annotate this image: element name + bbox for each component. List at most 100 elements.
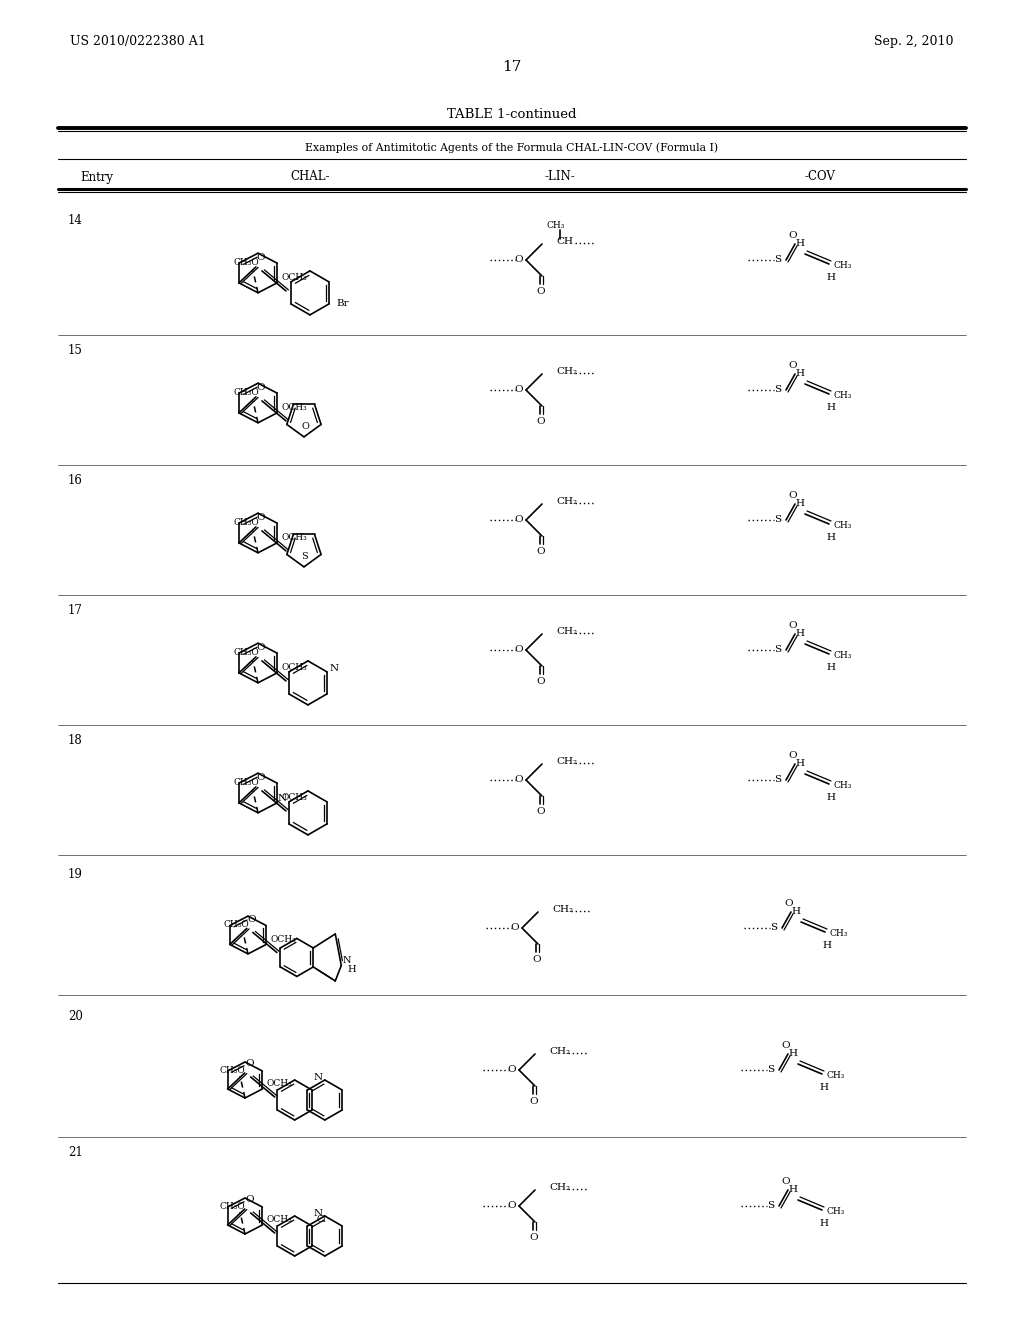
Text: N: N bbox=[313, 1072, 323, 1081]
Text: 17: 17 bbox=[68, 603, 83, 616]
Text: O: O bbox=[246, 1196, 254, 1204]
Text: CH₃: CH₃ bbox=[826, 1072, 845, 1081]
Text: S: S bbox=[774, 385, 781, 395]
Text: O: O bbox=[788, 231, 798, 239]
Text: CH₂: CH₂ bbox=[556, 627, 578, 636]
Text: O: O bbox=[788, 751, 798, 759]
Text: N: N bbox=[313, 1209, 323, 1217]
Text: O: O bbox=[515, 776, 523, 784]
Text: Examples of Antimitotic Agents of the Formula CHAL-LIN-COV (Formula I): Examples of Antimitotic Agents of the Fo… bbox=[305, 143, 719, 153]
Text: H: H bbox=[796, 370, 805, 379]
Text: H: H bbox=[826, 533, 836, 543]
Text: H: H bbox=[826, 273, 836, 282]
Text: OCH₃: OCH₃ bbox=[266, 1080, 292, 1089]
Text: 18: 18 bbox=[68, 734, 83, 747]
Text: CH₃O: CH₃O bbox=[223, 920, 249, 929]
Text: CH₃: CH₃ bbox=[834, 521, 852, 531]
Text: H: H bbox=[796, 759, 805, 768]
Text: H: H bbox=[788, 1185, 798, 1195]
Text: O: O bbox=[511, 924, 519, 932]
Text: O: O bbox=[515, 645, 523, 655]
Text: CH₂: CH₂ bbox=[556, 498, 578, 507]
Text: O: O bbox=[508, 1065, 516, 1074]
Text: H: H bbox=[796, 239, 805, 248]
Text: O: O bbox=[257, 643, 265, 652]
Text: OCH₃: OCH₃ bbox=[266, 1216, 292, 1225]
Text: S: S bbox=[302, 552, 308, 561]
Text: H: H bbox=[792, 908, 801, 916]
Text: O: O bbox=[257, 253, 265, 263]
Text: CH₃O: CH₃O bbox=[233, 517, 259, 527]
Text: Cl: Cl bbox=[316, 1216, 326, 1225]
Text: O: O bbox=[257, 774, 265, 783]
Text: O: O bbox=[537, 546, 546, 556]
Text: O: O bbox=[788, 620, 798, 630]
Text: H: H bbox=[819, 1084, 828, 1093]
Text: O: O bbox=[529, 1233, 539, 1242]
Text: Sep. 2, 2010: Sep. 2, 2010 bbox=[874, 36, 954, 49]
Text: O: O bbox=[257, 513, 265, 523]
Text: CH₃: CH₃ bbox=[834, 652, 852, 660]
Text: O: O bbox=[537, 676, 546, 685]
Text: CH₃: CH₃ bbox=[834, 392, 852, 400]
Text: O: O bbox=[508, 1201, 516, 1210]
Text: H: H bbox=[822, 941, 831, 950]
Text: 16: 16 bbox=[68, 474, 83, 487]
Text: Entry: Entry bbox=[80, 170, 113, 183]
Text: CH₂: CH₂ bbox=[549, 1048, 570, 1056]
Text: O: O bbox=[788, 491, 798, 499]
Text: H: H bbox=[826, 404, 836, 412]
Text: CH₃O: CH₃O bbox=[220, 1067, 246, 1074]
Text: O: O bbox=[515, 385, 523, 395]
Text: OCH₃: OCH₃ bbox=[281, 663, 307, 672]
Text: OCH₃: OCH₃ bbox=[281, 272, 307, 281]
Text: H: H bbox=[796, 499, 805, 508]
Text: OCH₃: OCH₃ bbox=[281, 792, 307, 801]
Text: O: O bbox=[784, 899, 794, 908]
Text: N: N bbox=[330, 664, 339, 673]
Text: 14: 14 bbox=[68, 214, 83, 227]
Text: S: S bbox=[774, 776, 781, 784]
Text: CHAL-: CHAL- bbox=[290, 170, 330, 183]
Text: -COV: -COV bbox=[805, 170, 836, 183]
Text: CH₃O: CH₃O bbox=[233, 388, 259, 396]
Text: H: H bbox=[788, 1049, 798, 1059]
Text: CH₃O: CH₃O bbox=[233, 648, 259, 656]
Text: CH₃: CH₃ bbox=[547, 220, 565, 230]
Text: Br: Br bbox=[336, 300, 348, 309]
Text: -LIN-: -LIN- bbox=[545, 170, 575, 183]
Text: H: H bbox=[826, 793, 836, 803]
Text: O: O bbox=[515, 516, 523, 524]
Text: O: O bbox=[532, 954, 542, 964]
Text: O: O bbox=[537, 807, 546, 816]
Text: O: O bbox=[248, 915, 256, 924]
Text: CH₂: CH₂ bbox=[556, 367, 578, 376]
Text: S: S bbox=[767, 1065, 774, 1074]
Text: 15: 15 bbox=[68, 343, 83, 356]
Text: N: N bbox=[342, 956, 351, 965]
Text: S: S bbox=[770, 924, 777, 932]
Text: O: O bbox=[788, 360, 798, 370]
Text: H: H bbox=[347, 965, 356, 974]
Text: O: O bbox=[257, 383, 265, 392]
Text: 21: 21 bbox=[68, 1147, 83, 1159]
Text: CH: CH bbox=[556, 238, 573, 247]
Text: CH₃: CH₃ bbox=[834, 261, 852, 271]
Text: OCH₃: OCH₃ bbox=[281, 532, 307, 541]
Text: 20: 20 bbox=[68, 1011, 83, 1023]
Text: OCH₃: OCH₃ bbox=[281, 403, 307, 412]
Text: CH₃: CH₃ bbox=[829, 929, 848, 939]
Text: O: O bbox=[537, 286, 546, 296]
Text: O: O bbox=[781, 1176, 791, 1185]
Text: CH₂: CH₂ bbox=[552, 906, 573, 915]
Text: O: O bbox=[246, 1060, 254, 1068]
Text: CH₃: CH₃ bbox=[826, 1208, 845, 1217]
Text: H: H bbox=[819, 1220, 828, 1229]
Text: OCH₃: OCH₃ bbox=[270, 935, 296, 944]
Text: CH₂: CH₂ bbox=[549, 1184, 570, 1192]
Text: 17: 17 bbox=[503, 59, 521, 74]
Text: CH₃O: CH₃O bbox=[220, 1203, 246, 1210]
Text: O: O bbox=[781, 1040, 791, 1049]
Text: S: S bbox=[774, 256, 781, 264]
Text: CH₃O: CH₃O bbox=[233, 777, 259, 787]
